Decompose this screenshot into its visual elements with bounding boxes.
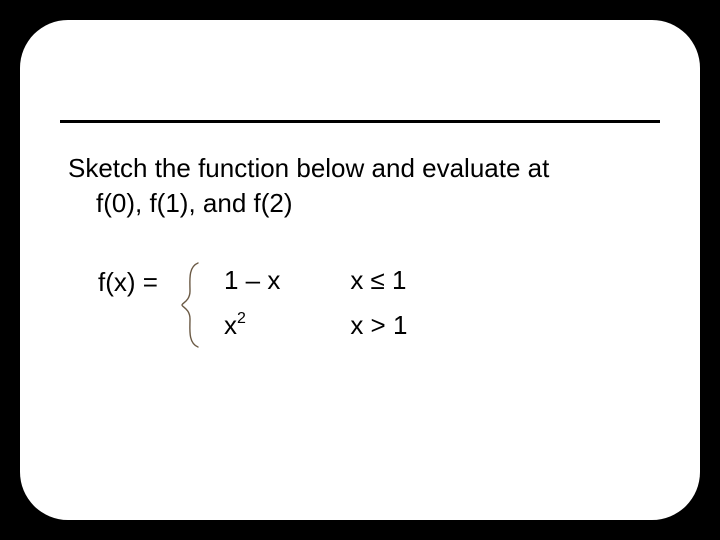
piecewise-function: f(x) = 1 – x x2 x ≤ 1 x > 1	[60, 261, 660, 349]
instruction-line-2: f(0), f(1), and f(2)	[68, 186, 652, 221]
title-divider	[60, 120, 660, 123]
cases-container: 1 – x x2 x ≤ 1 x > 1	[224, 261, 407, 341]
curly-brace-icon	[178, 261, 204, 349]
case-2-expression: x2	[224, 310, 280, 341]
case-2-condition: x > 1	[350, 310, 407, 341]
conditions-column: x ≤ 1 x > 1	[350, 265, 407, 341]
instruction-line-1: Sketch the function below and evaluate a…	[68, 151, 652, 186]
case-1-expression: 1 – x	[224, 265, 280, 296]
case-2-superscript: 2	[237, 310, 246, 327]
function-label: f(x) =	[98, 261, 158, 298]
case-1-condition: x ≤ 1	[350, 265, 407, 296]
expressions-column: 1 – x x2	[224, 265, 280, 341]
slide-card: Sketch the function below and evaluate a…	[20, 20, 700, 520]
instruction-text: Sketch the function below and evaluate a…	[60, 151, 660, 221]
case-2-base: x	[224, 310, 237, 340]
